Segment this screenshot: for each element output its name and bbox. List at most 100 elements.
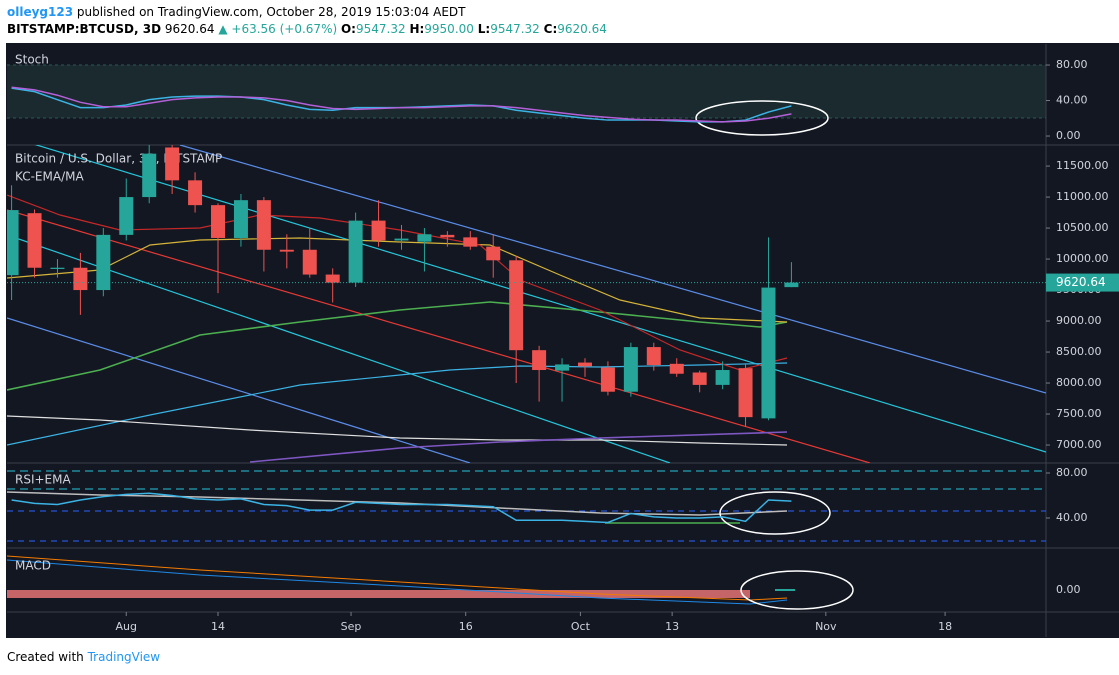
x-tick-label: Aug bbox=[116, 620, 137, 633]
x-tick-label: 14 bbox=[211, 620, 225, 633]
macd-title: MACD bbox=[15, 559, 51, 573]
y-tick-label: 0.00 bbox=[1056, 129, 1081, 142]
candle-body bbox=[50, 267, 65, 269]
y-tick-label: 10000.00 bbox=[1056, 252, 1109, 265]
l: 9547.32 bbox=[490, 22, 540, 36]
y-tick-label: 8000.00 bbox=[1056, 376, 1102, 389]
l-label: L: bbox=[478, 22, 490, 36]
footer-created: Created with bbox=[7, 650, 84, 664]
circle-annotation bbox=[695, 100, 829, 136]
candle-body bbox=[279, 249, 294, 252]
channel-line bbox=[7, 209, 871, 463]
candle-body bbox=[738, 368, 753, 418]
macd-histogram bbox=[7, 590, 750, 598]
candle-body bbox=[233, 200, 248, 238]
h-label: H: bbox=[409, 22, 424, 36]
footer-brand[interactable]: TradingView bbox=[87, 650, 161, 664]
y-tick-label: 40.00 bbox=[1056, 94, 1088, 107]
ma-line bbox=[7, 301, 788, 391]
last-price-label: 9620.64 bbox=[1056, 275, 1106, 289]
rsi-ema bbox=[6, 491, 788, 516]
y-tick-label: 40.00 bbox=[1056, 511, 1088, 524]
last-price-box bbox=[1046, 273, 1119, 292]
candle-body bbox=[761, 287, 776, 419]
chart-subtitle: KC-EMA/MA bbox=[15, 170, 84, 184]
candle-body bbox=[119, 197, 134, 235]
candle-body bbox=[669, 363, 684, 374]
y-tick-label: 11000.00 bbox=[1056, 190, 1109, 203]
candle-body bbox=[440, 234, 455, 238]
ma-line bbox=[249, 431, 788, 463]
candle-body bbox=[600, 367, 615, 392]
candle-body bbox=[142, 153, 157, 198]
c-label: C: bbox=[544, 22, 558, 36]
macd-line bbox=[6, 555, 788, 601]
circle-annotation bbox=[740, 570, 854, 610]
candle-body bbox=[623, 347, 638, 392]
x-tick-label: 16 bbox=[459, 620, 473, 633]
candle-body bbox=[371, 220, 386, 241]
x-tick-label: Sep bbox=[341, 620, 362, 633]
stoch-band bbox=[7, 65, 1046, 118]
candle-body bbox=[7, 210, 19, 276]
channel-line bbox=[7, 234, 671, 463]
y-tick-label: 7000.00 bbox=[1056, 438, 1102, 451]
user[interactable]: olleyg123 bbox=[7, 5, 73, 19]
y-tick-label: 10500.00 bbox=[1056, 221, 1109, 234]
candle-body bbox=[325, 274, 340, 283]
panel-borders bbox=[7, 44, 1119, 637]
indicator-line bbox=[11, 492, 792, 524]
change: ▲ +63.56 (+0.67%) bbox=[218, 22, 337, 36]
candle-body bbox=[73, 267, 88, 291]
candle-body bbox=[96, 234, 111, 291]
c: 9620.64 bbox=[557, 22, 607, 36]
y-tick-label: 7500.00 bbox=[1056, 407, 1102, 420]
stoch-title: Stoch bbox=[15, 53, 49, 67]
indicator-line bbox=[11, 86, 792, 123]
candle-body bbox=[463, 237, 478, 247]
candle-body bbox=[692, 372, 707, 385]
rsi-title: RSI+EMA bbox=[15, 473, 71, 487]
candle-body bbox=[302, 249, 317, 275]
candle-body bbox=[256, 200, 271, 250]
macd-tick-label: 0.00 bbox=[1056, 583, 1081, 596]
last: 9620.64 bbox=[165, 22, 215, 36]
candle-body bbox=[394, 238, 409, 241]
annotations bbox=[695, 100, 854, 610]
candle-body bbox=[417, 234, 432, 242]
candle-body bbox=[715, 370, 730, 385]
y-tick-label: 80.00 bbox=[1056, 58, 1088, 71]
symbol-line: BITSTAMP:BTCUSD, 3D 9620.64 ▲ +63.56 (+0… bbox=[7, 22, 607, 36]
candle-body bbox=[509, 260, 524, 351]
candle-body bbox=[27, 213, 42, 268]
candle-body bbox=[348, 220, 363, 283]
candle-body bbox=[486, 246, 501, 261]
header-line: olleyg123 published on TradingView.com, … bbox=[7, 5, 466, 19]
y-tick-label: 9000.00 bbox=[1056, 314, 1102, 327]
chart-background bbox=[6, 43, 1119, 638]
x-tick-label: 13 bbox=[665, 620, 679, 633]
ma-line bbox=[7, 237, 788, 323]
candle-body bbox=[211, 205, 226, 238]
published: published on TradingView.com, October 28… bbox=[77, 5, 466, 19]
footer: Created with TradingView bbox=[7, 650, 160, 664]
candle-body bbox=[165, 147, 180, 181]
channel-line bbox=[179, 145, 1046, 394]
candle-body bbox=[646, 347, 661, 366]
candle-body bbox=[577, 362, 592, 367]
y-tick-label: 11500.00 bbox=[1056, 159, 1109, 172]
candle-body bbox=[532, 350, 547, 371]
candle-body bbox=[188, 180, 203, 206]
y-tick-label: 8500.00 bbox=[1056, 345, 1102, 358]
channel-line bbox=[7, 317, 471, 463]
bands bbox=[7, 64, 1046, 542]
symbol: BITSTAMP:BTCUSD, 3D bbox=[7, 22, 161, 36]
circle-annotation bbox=[719, 491, 831, 535]
x-tick-label: Nov bbox=[815, 620, 837, 633]
chart-title: Bitcoin / U.S. Dollar, 3D, BITSTAMP bbox=[15, 152, 222, 166]
h: 9950.00 bbox=[424, 22, 474, 36]
candle-body bbox=[784, 282, 799, 288]
x-tick-label: 18 bbox=[938, 620, 952, 633]
candle-body bbox=[555, 364, 570, 371]
y-tick-label: 80.00 bbox=[1056, 466, 1088, 479]
